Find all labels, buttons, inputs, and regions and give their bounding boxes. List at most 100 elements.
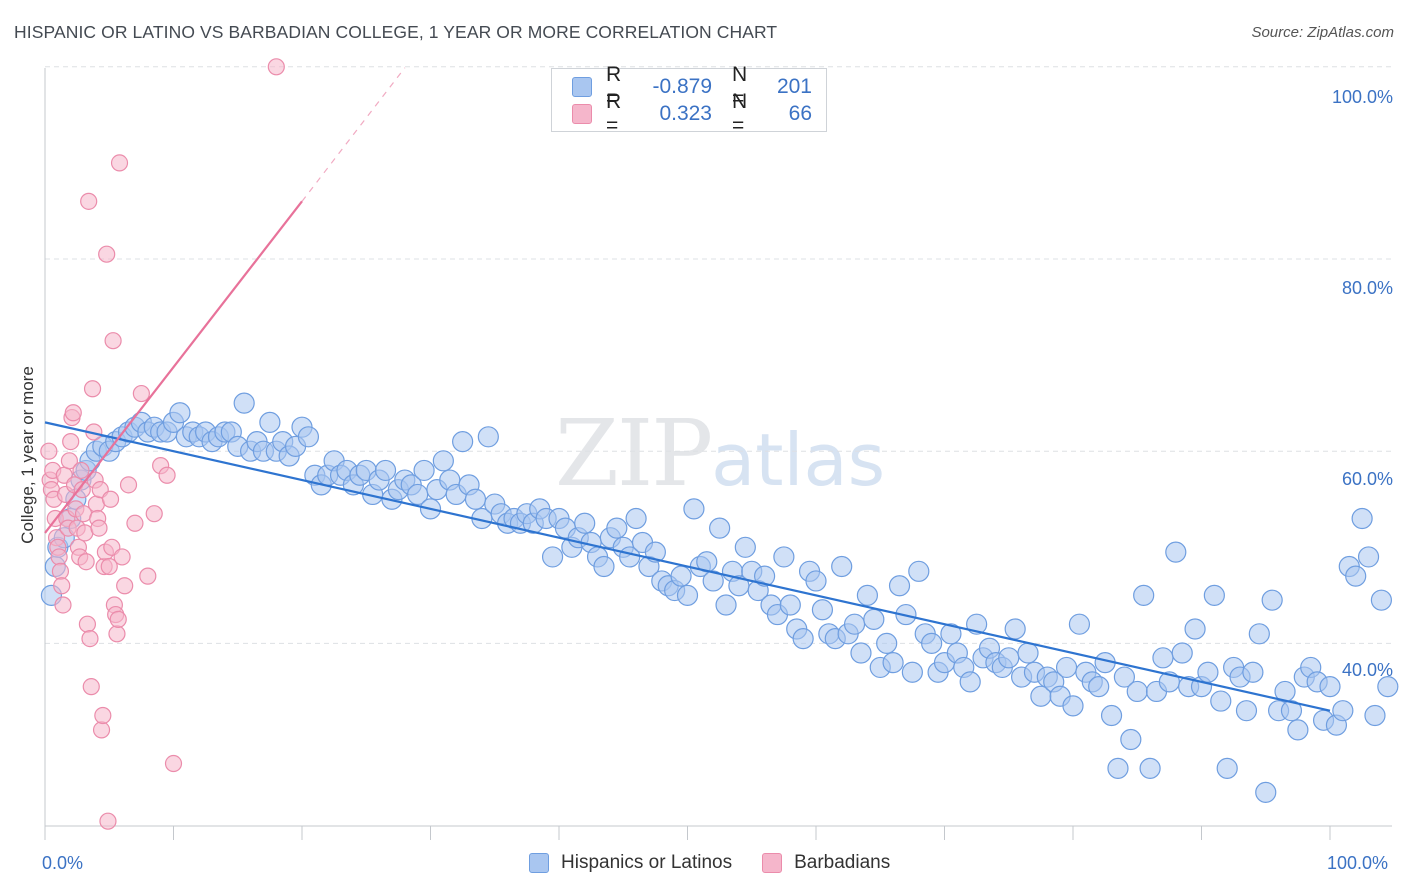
- hispanic-point: [1017, 642, 1039, 664]
- hispanic-point: [908, 560, 930, 582]
- watermark-zip: ZIP: [555, 400, 713, 507]
- hispanic-point: [1120, 728, 1142, 751]
- hispanic-point: [1139, 757, 1161, 779]
- barbadian-point: [60, 452, 79, 470]
- legend-item-barbadians[interactable]: Barbadians: [762, 852, 890, 874]
- barbadian-point: [40, 442, 58, 460]
- hispanic-point: [779, 594, 801, 616]
- hispanic-point: [464, 488, 487, 510]
- barbadian-trend-extension: [301, 67, 406, 202]
- hispanic-point: [1068, 613, 1091, 635]
- barbadian-point: [164, 754, 183, 773]
- legend-item-hispanics[interactable]: Hispanics or Latinos: [529, 852, 732, 874]
- barbadian-point: [51, 562, 70, 580]
- hispanic-point: [882, 652, 904, 674]
- barbadian-point: [80, 192, 98, 210]
- barbadian-point: [116, 577, 134, 595]
- hispanic-point: [1126, 680, 1148, 703]
- hispanic-point: [625, 507, 647, 530]
- hispanic-point: [1357, 546, 1380, 568]
- barbadian-point: [82, 678, 100, 696]
- gridlines: [45, 66, 1392, 644]
- watermark-atlas: atlas: [711, 418, 886, 502]
- barbadian-point: [62, 432, 80, 451]
- barbadian-point: [50, 548, 68, 566]
- hispanic-point: [1203, 584, 1225, 606]
- hispanic-point: [1235, 700, 1258, 722]
- hispanic-point: [297, 426, 320, 448]
- hispanic-point: [856, 584, 879, 606]
- hispanic-point: [702, 570, 724, 592]
- legend-row-hispanics: R = -0.879 N = 201: [572, 63, 812, 110]
- barbadian-point: [267, 58, 285, 76]
- y-tick-label: 60.0%: [1341, 469, 1393, 489]
- hispanic-point: [259, 411, 281, 433]
- hispanic-point: [773, 546, 795, 568]
- legend-n-value: 66: [788, 102, 812, 125]
- barbadian-point: [94, 706, 112, 725]
- hispanic-point: [805, 570, 827, 592]
- barbadian-point: [110, 154, 129, 172]
- hispanic-point: [1332, 700, 1354, 722]
- hispanic-point: [1364, 704, 1386, 727]
- hispanic-point: [413, 459, 435, 482]
- barbadian-point: [113, 548, 131, 566]
- hispanic-point: [1184, 618, 1206, 640]
- hispanic-point: [452, 430, 474, 453]
- legend-r-label: R =: [606, 63, 622, 110]
- barbadian-point: [99, 812, 117, 830]
- legend-swatch-pink: [762, 853, 783, 873]
- y-tick-label: 80.0%: [1341, 278, 1393, 298]
- barbadian-point: [126, 514, 144, 532]
- barbadian-point: [78, 615, 97, 633]
- hispanic-point: [233, 392, 255, 414]
- barbadian-point: [109, 610, 127, 628]
- hispanic-point: [676, 584, 699, 606]
- hispanic-point: [959, 671, 981, 693]
- barbadian-point: [158, 466, 176, 484]
- barbadian-point: [64, 404, 82, 422]
- hispanic-point: [1062, 695, 1084, 717]
- hispanic-point: [169, 402, 191, 424]
- barbadian-point: [104, 332, 122, 350]
- barbadian-point: [132, 384, 150, 403]
- barbadian-point: [92, 721, 111, 739]
- hispanic-point: [1370, 589, 1393, 611]
- series-hispanics-points: [40, 392, 1399, 803]
- hispanic-point: [1107, 757, 1129, 779]
- hispanic-point: [734, 536, 756, 558]
- hispanic-point: [1216, 757, 1238, 779]
- hispanic-point: [574, 512, 596, 534]
- hispanic-point: [1055, 656, 1078, 679]
- hispanic-point: [843, 613, 866, 635]
- legend-item-label: Hispanics or Latinos: [561, 852, 733, 873]
- hispanic-point: [901, 661, 923, 683]
- hispanic-point: [850, 642, 872, 664]
- barbadian-trend-line: [44, 200, 303, 534]
- legend-n-label: N =: [732, 63, 748, 110]
- hispanic-point: [1345, 565, 1367, 587]
- hispanic-point: [709, 517, 731, 539]
- hispanic-point: [1280, 700, 1303, 722]
- barbadian-point: [98, 245, 116, 263]
- barbadian-point: [145, 505, 163, 523]
- hispanic-point: [1210, 690, 1232, 712]
- hispanic-point: [432, 450, 454, 472]
- legend-item-label: Barbadians: [794, 852, 891, 873]
- hispanic-point: [1242, 661, 1264, 683]
- source-label: Source: ZipAtlas.com: [1251, 24, 1394, 41]
- hispanic-point: [1319, 676, 1341, 698]
- hispanic-point: [831, 555, 853, 578]
- hispanic-point: [998, 647, 1020, 669]
- hispanic-point: [1287, 719, 1309, 741]
- hispanic-point: [1113, 666, 1136, 688]
- y-axis-label: College, 1 year or more: [18, 366, 37, 544]
- hispanic-point: [1004, 618, 1026, 640]
- barbadian-point: [83, 380, 102, 398]
- barbadian-point: [81, 630, 99, 648]
- barbadian-point: [54, 596, 72, 614]
- barbadian-point: [73, 481, 91, 499]
- hispanic-point: [593, 555, 615, 578]
- hispanic-point: [888, 575, 911, 597]
